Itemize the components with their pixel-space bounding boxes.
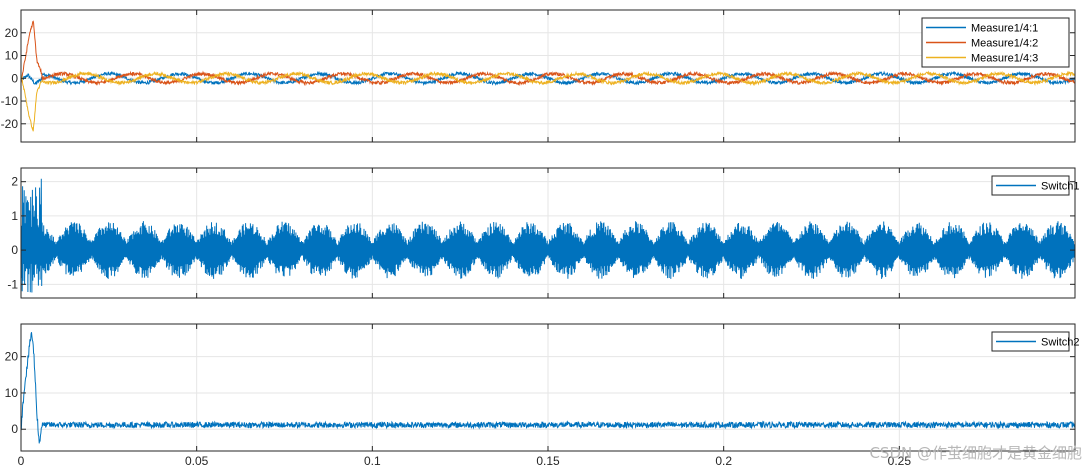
legend-label: Switch2 xyxy=(1041,337,1080,349)
x-tick-label: 0 xyxy=(18,454,25,468)
panel-2: -1 0 1 2 Switch1 xyxy=(7,167,1080,299)
y-tick-label: -10 xyxy=(1,94,19,108)
y-tick-label: -20 xyxy=(1,117,19,131)
y-tick-label: 20 xyxy=(5,26,19,40)
y-tick-label: 10 xyxy=(5,386,19,400)
legend-label: Measure1/4:1 xyxy=(971,23,1038,35)
series-line-1 xyxy=(21,70,1075,87)
y-tick-label: -1 xyxy=(7,277,18,291)
y-tick-label: 0 xyxy=(11,243,18,257)
x-tick-label: 0.2 xyxy=(715,454,732,468)
x-tick-label: 0.25 xyxy=(888,454,912,468)
series-line-1 xyxy=(21,178,1075,293)
legend: Measure1/4:1 Measure1/4:2 Measure1/4:3 xyxy=(921,17,1070,68)
legend: Switch2 xyxy=(991,331,1080,352)
y-tick-label: 0 xyxy=(11,422,18,436)
y-tick-label: 1 xyxy=(11,209,18,223)
x-tick-label: 0.05 xyxy=(185,454,209,468)
legend-label: Measure1/4:2 xyxy=(971,38,1038,50)
x-tick-label: 0.15 xyxy=(536,454,560,468)
series-line-3 xyxy=(21,70,1075,132)
y-tick-label: 10 xyxy=(5,49,19,63)
x-tick-label: 0.1 xyxy=(364,454,381,468)
series-line-1 xyxy=(21,332,1075,444)
y-tick-label: 0 xyxy=(11,71,18,85)
watermark: CSDN @作茧细胞才是黄金细胞 xyxy=(869,444,1082,462)
y-tick-label: 20 xyxy=(5,350,19,364)
panel-3: 0 10 20 0 0.05 0.1 0.15 0.2 0.25 Switch2 xyxy=(5,323,1080,468)
legend-label: Switch1 xyxy=(1041,181,1080,193)
y-tick-label: 2 xyxy=(11,175,18,189)
legend-label: Measure1/4:3 xyxy=(971,53,1038,65)
series-line-2 xyxy=(21,20,1075,87)
legend: Switch1 xyxy=(991,175,1080,196)
